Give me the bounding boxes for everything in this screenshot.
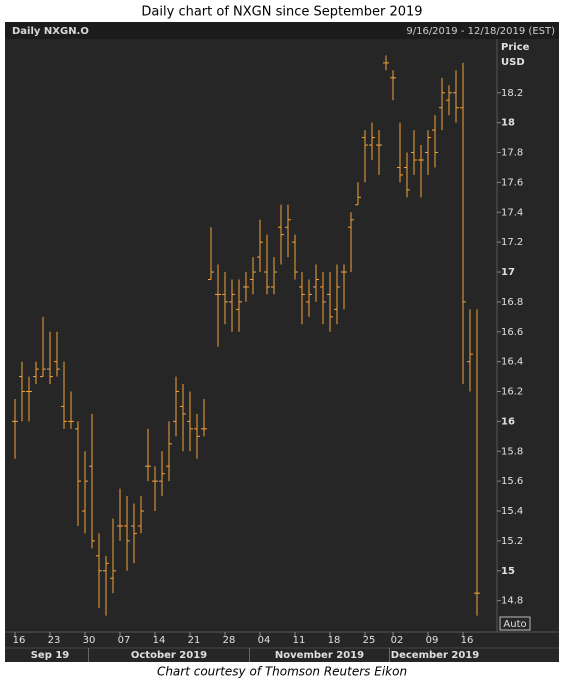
instrument-label: Daily NXGN.O [12,26,89,37]
y-tick-label: 15.8 [501,446,523,457]
x-tick-label: 04 [258,635,271,646]
month-label: Sep 19 [31,650,70,661]
month-label: December 2019 [391,650,479,661]
month-label: October 2019 [131,650,207,661]
y-tick-label: 17.4 [501,207,523,218]
y-tick-label: 17 [501,267,515,278]
x-tick-label: 16 [13,635,26,646]
chart-panel [5,22,559,662]
x-tick-label: 02 [391,635,404,646]
x-tick-label: 23 [48,635,61,646]
x-tick-label: 25 [363,635,376,646]
footer: Chart courtesy of Thomson Reuters Eikon [157,665,407,679]
header-bar [5,22,559,39]
chart-title: Daily chart of NXGN since September 2019 [141,5,422,20]
y-tick-label: 15.4 [501,506,523,517]
y-tick-label: 16.6 [501,327,523,338]
y-tick-label: 16.2 [501,387,523,398]
y-tick-label: 15.2 [501,536,523,547]
y-tick-label: 16.4 [501,357,523,368]
y-tick-label: 15.6 [501,476,523,487]
x-tick-label: 11 [293,635,306,646]
y-tick-label: 14.8 [501,596,523,607]
x-tick-label: 18 [328,635,341,646]
x-tick-label: 16 [461,635,474,646]
scale-button-label[interactable]: Auto [503,619,526,630]
scale-button[interactable] [499,616,531,631]
x-tick-label: 21 [188,635,201,646]
month-label: November 2019 [275,650,364,661]
x-tick-label: 28 [223,635,236,646]
x-tick-label: 30 [83,635,96,646]
x-tick-label: 07 [118,635,131,646]
y-tick-label: 18.2 [501,88,523,99]
y-tick-label: 15 [501,566,515,577]
y-tick-label: 18 [501,118,515,129]
y-axis-unit: USD [501,57,525,68]
y-tick-label: 16.8 [501,297,523,308]
y-tick-label: 17.2 [501,237,523,248]
y-tick-label: 17.6 [501,177,523,188]
x-tick-label: 14 [153,635,166,646]
date-range: 9/16/2019 - 12/18/2019 (EST) [406,26,555,37]
y-axis-label: Price [501,42,530,53]
x-tick-label: 09 [426,635,439,646]
y-tick-label: 16 [501,416,515,427]
y-tick-label: 17.8 [501,148,523,159]
